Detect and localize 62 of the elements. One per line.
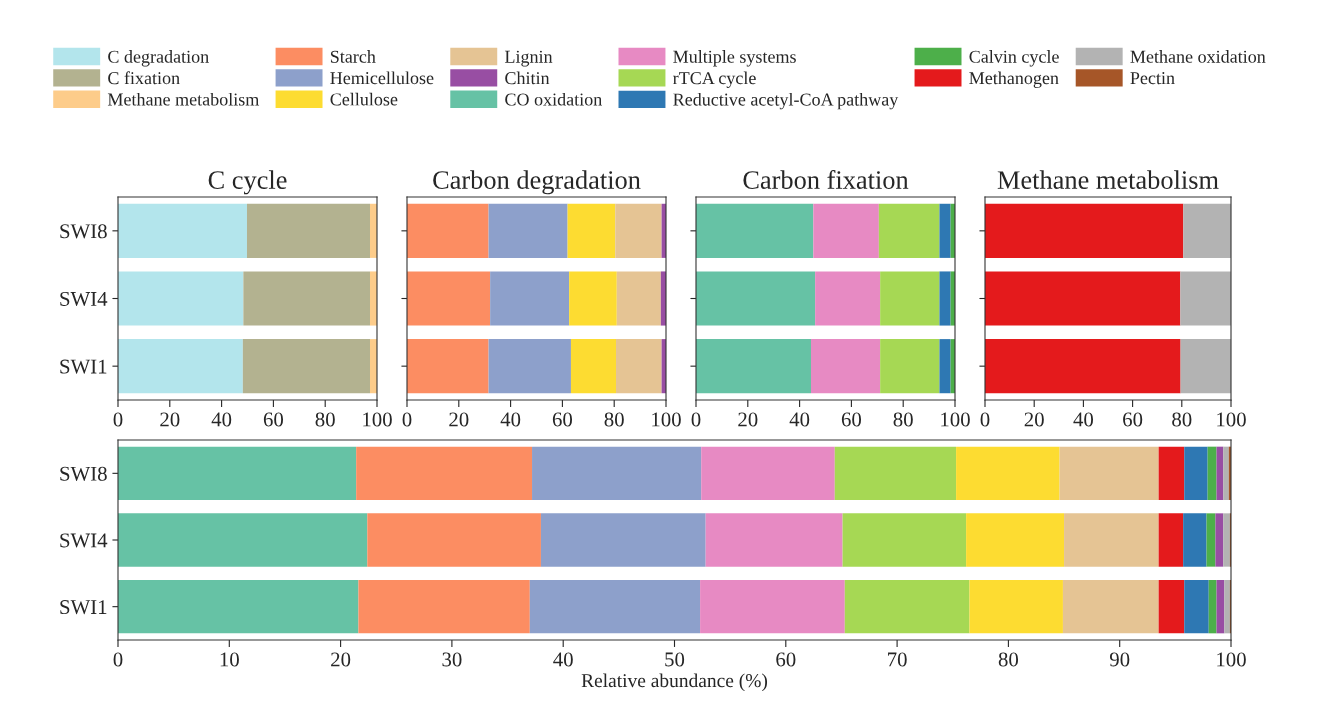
x-tick-label: 80 — [315, 412, 335, 427]
legend-label: Starch — [330, 50, 376, 63]
x-tick-label: 100 — [1217, 412, 1246, 427]
legend-label: Methanogen — [969, 71, 1059, 88]
legend-label: Hemicellulose — [330, 71, 434, 85]
chart-title: Carbon degradation — [433, 170, 641, 195]
x-tick-label: 60 — [776, 652, 796, 667]
legend-label: Methane oxidation — [1130, 50, 1266, 63]
x-tick-label: 20 — [449, 412, 469, 427]
x-tick-label: 40 — [211, 412, 232, 427]
x-tick-label: 20 — [160, 412, 180, 427]
legend-label: Methane metabolism — [107, 92, 260, 106]
x-tick-label: 0 — [113, 652, 123, 667]
x-tick-label: 100 — [1217, 652, 1246, 667]
x-tick-label: 100 — [652, 412, 681, 427]
legend-label: Chitin — [505, 71, 550, 85]
x-tick-label: 60 — [263, 412, 284, 427]
chart-title: Carbon fixation — [743, 170, 909, 189]
x-tick-label: 100 — [941, 412, 970, 427]
x-tick-label: 50 — [665, 652, 685, 667]
legend-label: CO oxidation — [505, 92, 602, 106]
x-tick-label: 0 — [691, 412, 701, 427]
x-tick-label: 90 — [1109, 652, 1130, 667]
x-tick-label: 40 — [553, 652, 573, 667]
x-tick-label: 70 — [888, 652, 907, 667]
y-tick-label: SWI1 — [60, 600, 107, 615]
legend-label: Pectin — [1130, 72, 1175, 85]
legend-label: Multiple systems — [673, 50, 796, 67]
legend-label: C degradation — [108, 50, 209, 67]
x-tick-label: 30 — [442, 652, 462, 667]
legend-label: rTCA cycle — [673, 71, 756, 88]
y-tick-label: SWI8 — [60, 466, 107, 481]
y-tick-label: SWI1 — [60, 359, 107, 374]
x-tick-label: 20 — [738, 412, 758, 427]
x-tick-label: 0 — [113, 412, 123, 427]
x-tick-label: 10 — [220, 652, 239, 667]
chart-title: Methane metabolism — [997, 170, 1219, 189]
x-tick-label: 40 — [500, 412, 521, 427]
x-tick-label: 20 — [1024, 412, 1044, 427]
x-tick-label: 80 — [1172, 412, 1192, 427]
legend-label: Cellulose — [330, 92, 398, 106]
y-tick-label: SWI4 — [60, 291, 108, 307]
x-tick-label: 60 — [552, 412, 573, 427]
y-tick-label: SWI4 — [60, 533, 108, 548]
x-tick-label: 0 — [402, 412, 412, 427]
x-tick-label: 0 — [980, 412, 990, 427]
legend-label: Reductive acetyl-CoA pathway — [673, 92, 899, 110]
x-tick-label: 80 — [998, 652, 1019, 667]
x-tick-label: 40 — [1073, 412, 1094, 427]
x-tick-label: 60 — [1123, 412, 1143, 427]
x-tick-label: 80 — [893, 412, 913, 427]
x-tick-label: 20 — [331, 652, 351, 667]
y-tick-label: SWI8 — [60, 224, 107, 239]
x-tick-label: 60 — [841, 412, 862, 427]
x-tick-label: 100 — [363, 412, 392, 427]
legend-label: C fixation — [108, 71, 180, 85]
x-axis-title: Relative abundance (%) — [581, 673, 768, 692]
x-tick-label: 40 — [789, 412, 810, 427]
x-tick-label: 80 — [604, 412, 624, 427]
chart-title: C cycle — [208, 170, 287, 195]
legend-label: Lignin — [504, 50, 553, 67]
legend-label: Calvin cycle — [969, 50, 1059, 67]
